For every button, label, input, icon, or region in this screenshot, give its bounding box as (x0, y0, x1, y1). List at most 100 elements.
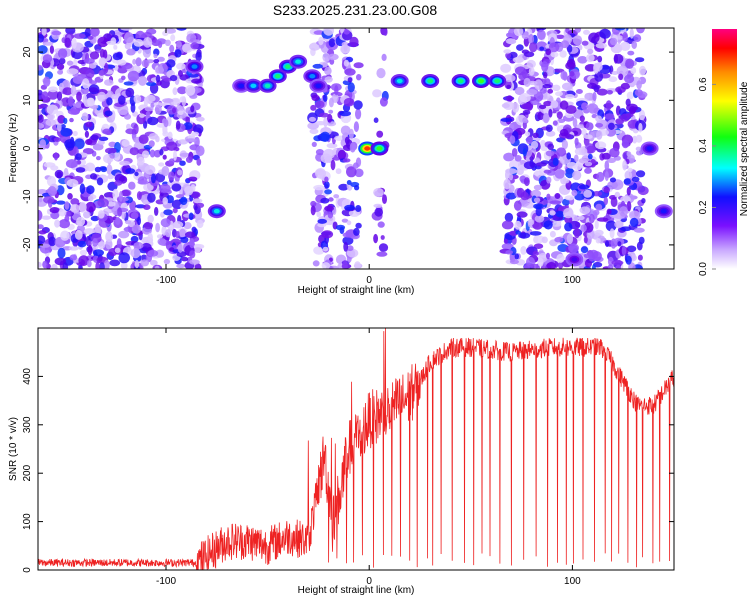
heatmap-cell (153, 102, 164, 107)
heatmap-cell (186, 33, 197, 43)
heatmap-cell (560, 70, 567, 80)
heatmap-cell (118, 95, 126, 105)
heatmap-cell (142, 199, 149, 205)
heatmap-cell (607, 264, 614, 269)
heatmap-cell (118, 252, 130, 264)
heatmap-cell (543, 220, 553, 230)
heatmap-cell (79, 249, 88, 256)
heatmap-cell (105, 231, 113, 242)
heatmap-cell (529, 231, 542, 236)
heatmap-cell (191, 226, 197, 233)
heatmap-cell (312, 260, 320, 267)
heatmap-cell (603, 196, 608, 206)
heatmap-cell (581, 147, 588, 155)
heatmap-cell (311, 94, 320, 102)
heatmap-cell (344, 68, 356, 76)
heatmap-cell (162, 130, 169, 137)
heatmap-cell (83, 58, 95, 64)
heatmap-cell (584, 259, 593, 268)
heatmap-cell (66, 60, 74, 66)
heatmap-cell (514, 86, 525, 96)
heatmap-cell (102, 128, 112, 135)
heatmap-cell (94, 223, 102, 235)
heatmap-cell (618, 73, 624, 81)
heatmap-cell (346, 180, 352, 185)
heatmap-cell (328, 97, 334, 108)
heatmap-cell (41, 28, 47, 36)
heatmap-cell (619, 226, 632, 232)
heatmap-cell (158, 64, 163, 74)
heatmap-cell (183, 122, 193, 130)
heatmap-cell (69, 254, 78, 261)
heatmap-cell (514, 253, 519, 260)
heatmap-cell (513, 28, 524, 37)
heatmap-cell (323, 148, 335, 160)
heatmap-cell (105, 147, 117, 154)
heatmap-cell (89, 51, 100, 60)
heatmap-cell (520, 246, 527, 255)
heatmap-cell (533, 171, 541, 176)
heatmap-cell (62, 87, 73, 96)
heatmap-cell (343, 41, 348, 52)
heatmap-cell (542, 112, 550, 124)
heatmap-cell (587, 48, 594, 55)
heatmap-cell (72, 75, 84, 84)
heatmap-cell (189, 238, 195, 249)
heatmap-cell (90, 215, 100, 222)
heatmap-cell (92, 238, 98, 247)
heatmap-cell (564, 195, 575, 201)
heatmap-cell (134, 260, 140, 269)
heatmap-cell (153, 59, 160, 64)
heatmap-cell (578, 184, 590, 190)
heatmap-cell (75, 102, 82, 109)
heatmap-cell (594, 220, 599, 230)
heatmap-cell (138, 134, 149, 144)
heatmap-cell (620, 41, 631, 52)
heatmap-cell (565, 61, 576, 70)
heatmap-cell (546, 252, 550, 260)
heatmap-cell (596, 130, 603, 140)
heatmap-cell (543, 169, 552, 174)
heatmap-cell (118, 191, 123, 202)
heatmap-cell (631, 176, 640, 182)
heatmap-cell (376, 251, 388, 257)
heatmap-cell (623, 178, 631, 185)
heatmap-cell (320, 131, 331, 142)
heatmap-cell (177, 243, 183, 253)
heatmap-y-tick-label: 20 (22, 46, 33, 58)
heatmap-cell (170, 34, 176, 42)
heatmap-cell (327, 211, 334, 219)
colorbar-tick-label: 0.4 (698, 139, 709, 153)
heatmap-feature (660, 209, 667, 214)
heatmap-cell (545, 124, 553, 132)
heatmap-cell (154, 104, 162, 115)
heatmap-cell (75, 167, 86, 173)
heatmap-cell (143, 183, 154, 192)
heatmap-cell (74, 138, 85, 150)
heatmap-cell (584, 167, 592, 174)
heatmap-cell (137, 156, 145, 166)
heatmap-x-tick-label: 0 (366, 275, 372, 286)
heatmap-cell (346, 220, 352, 226)
heatmap-cell (529, 156, 534, 161)
heatmap-cell (343, 59, 349, 67)
heatmap-cell (85, 121, 93, 128)
heatmap-feature (250, 83, 257, 89)
heatmap-cell (581, 102, 588, 111)
heatmap-cell (139, 113, 145, 118)
heatmap-cell (195, 145, 205, 157)
heatmap-cell (189, 250, 196, 259)
heatmap-cell (376, 130, 384, 138)
heatmap-cell (562, 198, 570, 206)
heatmap-cell (76, 216, 86, 227)
heatmap-cell (43, 76, 51, 87)
heatmap-cell (97, 36, 109, 48)
heatmap-cell (82, 78, 90, 89)
heatmap-cell (310, 205, 316, 216)
heatmap-cell (97, 210, 105, 219)
heatmap-cell (38, 230, 47, 235)
heatmap-cell (634, 89, 643, 97)
heatmap-cell (355, 222, 362, 229)
heatmap-cell (173, 150, 177, 161)
colorbar-tick-label: 0.0 (698, 262, 709, 276)
